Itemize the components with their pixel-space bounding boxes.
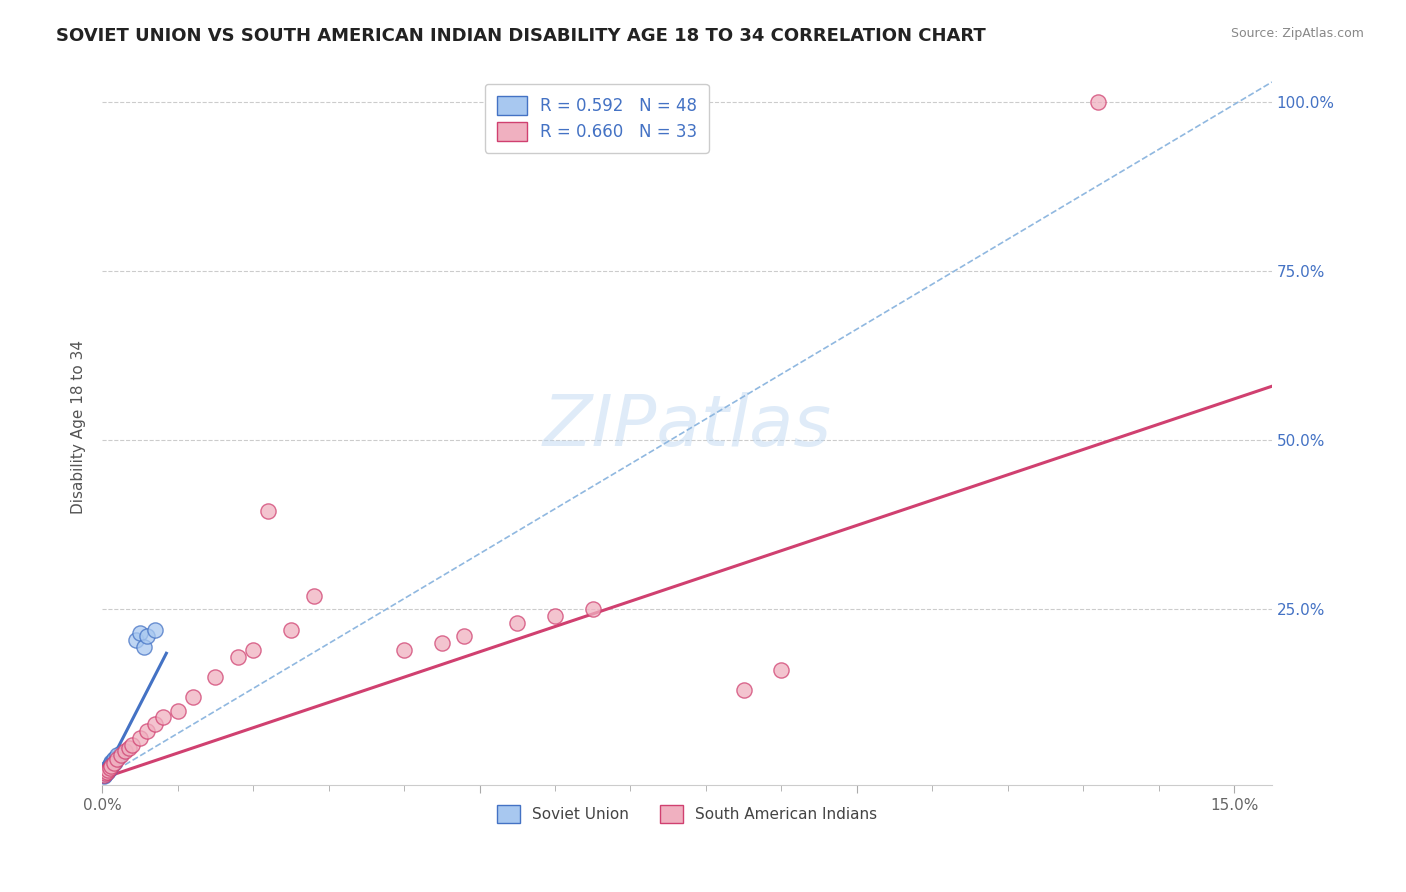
Point bbox=[103, 752, 125, 766]
Point bbox=[280, 623, 302, 637]
Point bbox=[392, 643, 415, 657]
Point bbox=[103, 756, 125, 771]
Point bbox=[94, 767, 117, 781]
Point bbox=[226, 649, 249, 664]
Point bbox=[104, 752, 127, 766]
Point bbox=[103, 755, 125, 769]
Point bbox=[94, 764, 117, 778]
Point bbox=[152, 710, 174, 724]
Point bbox=[582, 602, 605, 616]
Point bbox=[110, 746, 132, 760]
Point bbox=[100, 755, 122, 769]
Point bbox=[100, 759, 122, 773]
Point bbox=[98, 760, 121, 774]
Point bbox=[96, 761, 118, 775]
Point bbox=[430, 636, 453, 650]
Point bbox=[98, 760, 121, 774]
Point bbox=[242, 643, 264, 657]
Point bbox=[100, 759, 122, 773]
Point bbox=[544, 609, 567, 624]
Point bbox=[143, 623, 166, 637]
Point bbox=[98, 761, 121, 775]
Point bbox=[117, 740, 139, 755]
Point bbox=[143, 717, 166, 731]
Point bbox=[96, 764, 118, 779]
Point bbox=[453, 629, 475, 643]
Point bbox=[105, 752, 128, 766]
Point bbox=[257, 504, 280, 518]
Point bbox=[1087, 95, 1109, 110]
Point bbox=[96, 763, 118, 777]
Text: SOVIET UNION VS SOUTH AMERICAN INDIAN DISABILITY AGE 18 TO 34 CORRELATION CHART: SOVIET UNION VS SOUTH AMERICAN INDIAN DI… bbox=[56, 27, 986, 45]
Point bbox=[129, 731, 152, 745]
Text: ZIPatlas: ZIPatlas bbox=[543, 392, 831, 461]
Point bbox=[105, 747, 128, 762]
Point bbox=[96, 764, 118, 779]
Point bbox=[97, 763, 120, 777]
Point bbox=[93, 768, 115, 782]
Text: Source: ZipAtlas.com: Source: ZipAtlas.com bbox=[1230, 27, 1364, 40]
Point bbox=[101, 757, 124, 772]
Point bbox=[94, 766, 117, 780]
Point bbox=[96, 764, 118, 779]
Point bbox=[181, 690, 204, 705]
Point bbox=[100, 757, 122, 772]
Point bbox=[136, 629, 159, 643]
Point bbox=[204, 670, 226, 684]
Point bbox=[93, 769, 115, 783]
Point bbox=[93, 768, 115, 782]
Legend: Soviet Union, South American Indians: Soviet Union, South American Indians bbox=[485, 793, 889, 835]
Y-axis label: Disability Age 18 to 34: Disability Age 18 to 34 bbox=[72, 340, 86, 514]
Point bbox=[103, 752, 125, 766]
Point bbox=[96, 763, 118, 777]
Point bbox=[100, 756, 122, 770]
Point bbox=[94, 764, 117, 779]
Point bbox=[98, 757, 121, 772]
Point bbox=[110, 747, 132, 762]
Point bbox=[94, 766, 117, 780]
Point bbox=[770, 663, 793, 677]
Point bbox=[93, 766, 115, 780]
Point bbox=[114, 744, 136, 758]
Point bbox=[93, 768, 115, 782]
Point bbox=[98, 758, 121, 772]
Point bbox=[96, 765, 118, 780]
Point bbox=[97, 763, 120, 777]
Point bbox=[96, 762, 118, 776]
Point bbox=[302, 589, 325, 603]
Point bbox=[94, 766, 117, 780]
Point bbox=[506, 615, 529, 630]
Point bbox=[98, 761, 121, 775]
Point bbox=[94, 766, 117, 780]
Point bbox=[125, 632, 148, 647]
Point bbox=[132, 640, 155, 654]
Point bbox=[105, 751, 128, 765]
Point bbox=[733, 683, 755, 698]
Point bbox=[93, 767, 115, 781]
Point bbox=[103, 756, 125, 771]
Point bbox=[129, 626, 152, 640]
Point bbox=[101, 756, 124, 771]
Point bbox=[93, 766, 115, 780]
Point bbox=[97, 760, 120, 774]
Point bbox=[108, 749, 131, 764]
Point bbox=[121, 738, 143, 752]
Point bbox=[98, 763, 121, 777]
Point bbox=[166, 704, 188, 718]
Point bbox=[136, 724, 159, 739]
Point bbox=[97, 763, 120, 777]
